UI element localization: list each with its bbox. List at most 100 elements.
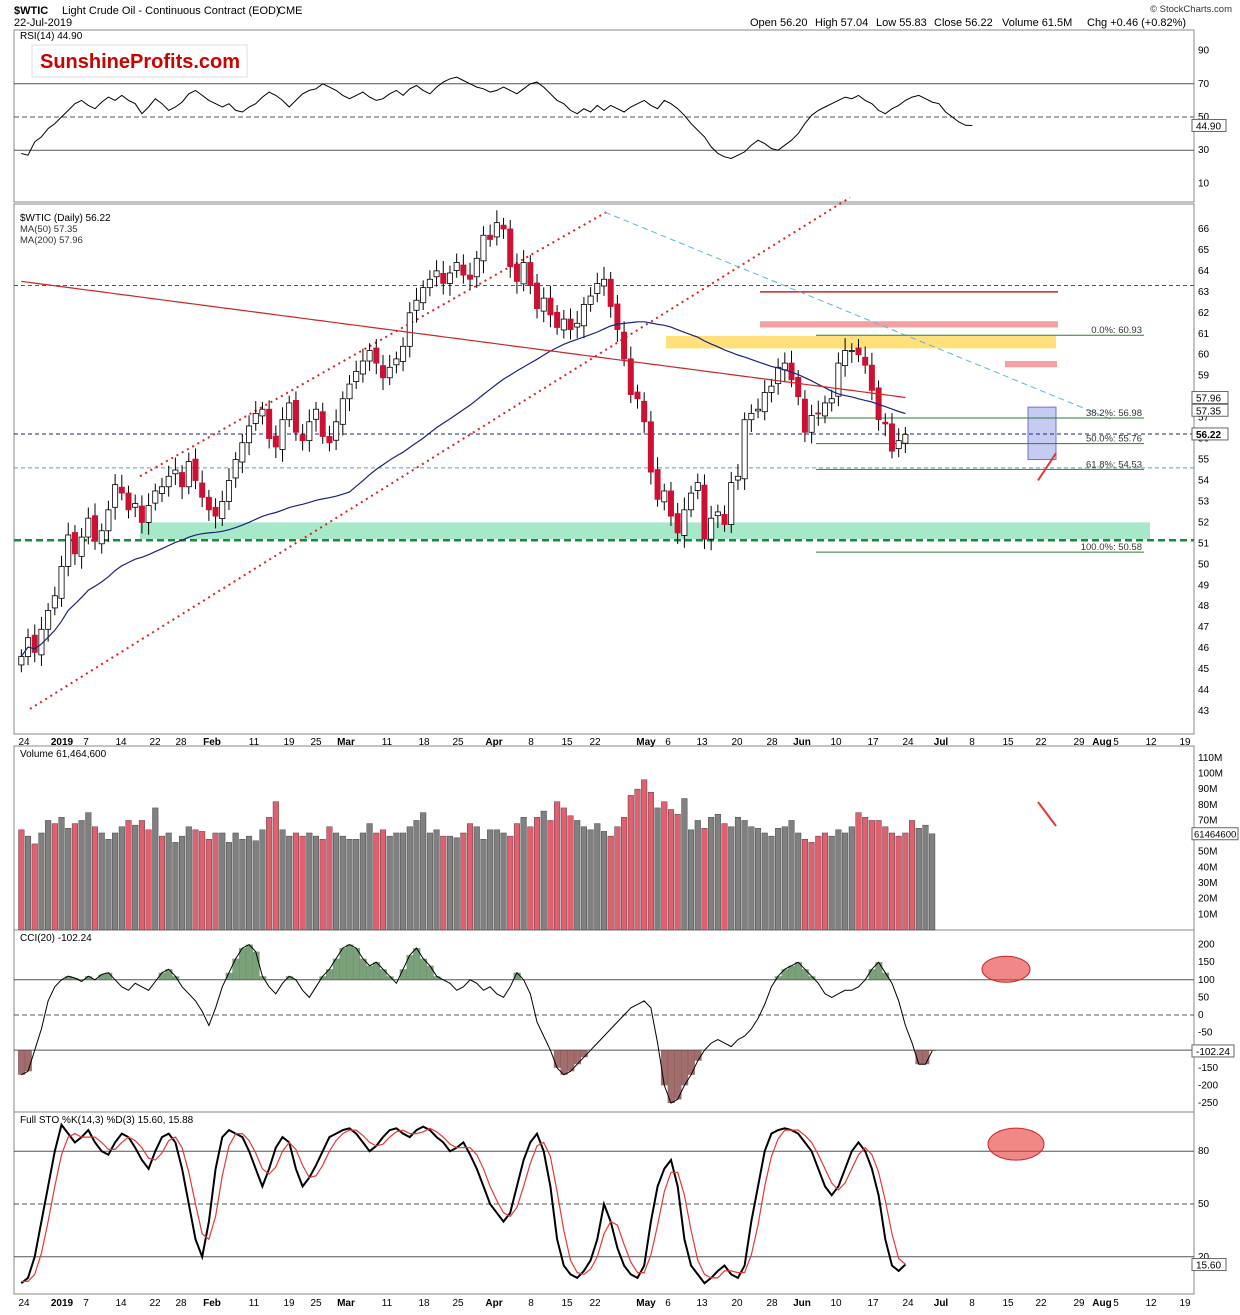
candle-body <box>688 492 695 511</box>
volume-bar <box>319 839 326 931</box>
volume-bar <box>902 832 909 931</box>
date-tick-label: 8 <box>528 737 534 748</box>
cci-overbought-fill <box>366 965 374 980</box>
candle-body <box>125 492 132 511</box>
volume-bar <box>299 835 306 931</box>
candle-body <box>98 530 105 545</box>
volume-bar <box>406 826 413 931</box>
price-tick-label: 54 <box>1198 475 1210 486</box>
date-tick-label: 11 <box>382 1298 393 1309</box>
date-tick-label: Jun <box>793 1298 811 1309</box>
candle-body <box>835 362 842 397</box>
date-tick-label: 28 <box>175 1298 187 1309</box>
volume-bar <box>366 823 373 931</box>
candle-body <box>440 272 447 284</box>
date-tick-label: Apr <box>485 1298 502 1309</box>
date-tick-label: 28 <box>766 737 778 748</box>
volume-bar <box>560 807 567 931</box>
date-tick-label: May <box>636 737 656 748</box>
candle-body <box>105 509 112 532</box>
cci-overbought-fill <box>245 944 253 980</box>
candle-body <box>272 435 279 448</box>
date-tick-label: Aug <box>1092 1298 1111 1309</box>
date-tick-label: 29 <box>1073 737 1085 748</box>
price-tick-label: 44 <box>1198 685 1210 696</box>
volume-bar <box>835 829 842 931</box>
volume-bar <box>600 831 608 931</box>
stochastic-tag-label: 15.60 <box>1196 1261 1221 1272</box>
candle-body <box>507 228 514 268</box>
price-tick-label: 63 <box>1198 287 1210 298</box>
volume-bar <box>748 826 755 931</box>
date-tick-label: 7 <box>83 1298 89 1309</box>
volume-bar <box>520 817 527 931</box>
cci-oversold-fill <box>567 1050 575 1072</box>
volume-bar <box>768 835 775 931</box>
candle-body <box>232 459 239 479</box>
candle-body <box>587 295 594 305</box>
candle-body <box>493 222 500 238</box>
volume-bar <box>105 839 112 931</box>
cci-oversold-fill <box>922 1050 930 1065</box>
volume-bar <box>31 843 38 931</box>
price-tick-label: 65 <box>1198 245 1210 256</box>
price-tag-label: 57.35 <box>1196 406 1221 417</box>
volume-bar <box>728 826 735 931</box>
cci-tick-label: 100 <box>1198 975 1215 986</box>
resistance-zone <box>666 335 1056 349</box>
volume-bar <box>373 832 380 931</box>
candle-body <box>547 297 554 316</box>
cci-oversold-fill <box>553 1050 561 1068</box>
date-tick-label: Feb <box>203 1298 221 1309</box>
downtrend-line <box>604 211 1113 421</box>
date-tick-label: Mar <box>337 737 355 748</box>
candle-body <box>453 262 460 271</box>
volume-bar <box>714 813 721 931</box>
date-tick-label: 6 <box>665 737 671 748</box>
candle-body <box>667 490 674 517</box>
volume-bar <box>51 823 58 931</box>
ohlc-change: Chg +0.46 (+0.82%) <box>1087 17 1186 29</box>
cci-tag-box <box>1191 1044 1235 1058</box>
volume-bar <box>158 835 166 931</box>
rsi-tick-label: 30 <box>1198 145 1210 156</box>
date-tick-label: 20 <box>731 1298 743 1309</box>
candle-body <box>172 469 179 475</box>
price-tick-label: 62 <box>1198 308 1210 319</box>
ohlc-volume: Volume 61.5M <box>1002 17 1072 29</box>
volume-bar <box>815 835 822 931</box>
cci-overbought-fill <box>259 976 267 980</box>
cci-oversold-fill <box>560 1050 568 1075</box>
volume-bar <box>848 826 855 931</box>
date-tick-label: 28 <box>175 737 187 748</box>
candle-body <box>359 360 366 375</box>
volume-bar <box>85 812 92 931</box>
fib-level-label: 38.2%: 56.98 <box>1086 408 1142 419</box>
cci-oversold-fill <box>694 1050 702 1061</box>
price-tick-label: 55 <box>1198 455 1210 466</box>
cci-overbought-fill <box>399 969 407 980</box>
date-tick-label: May <box>636 1298 656 1309</box>
date-tick-label: 20 <box>731 737 743 748</box>
candle-body <box>112 484 119 508</box>
volume-bar <box>25 835 32 931</box>
date-tick-label: 11 <box>382 737 393 748</box>
candle-body <box>734 475 741 481</box>
cci-overbought-fill <box>881 972 890 980</box>
cci-line <box>21 943 933 1104</box>
cci-overbought-fill <box>332 958 340 980</box>
cci-oversold-fill <box>573 1050 582 1065</box>
candle-body <box>85 517 92 538</box>
date-tick-label: 25 <box>452 737 464 748</box>
date-tick-label: 11 <box>249 737 260 748</box>
cci-tick-label: 50 <box>1198 992 1210 1003</box>
candle-body <box>51 595 58 609</box>
date-tick-label: 12 <box>1145 737 1157 748</box>
cci-overbought-fill <box>252 951 260 980</box>
candle-body <box>862 356 869 366</box>
date-tick-label: Apr <box>485 737 502 748</box>
cci-overbought-fill <box>788 965 796 980</box>
annotation-arrow <box>1037 452 1057 482</box>
cci-oversold-fill <box>667 1050 675 1103</box>
date-tick-label: 8 <box>528 1298 534 1309</box>
